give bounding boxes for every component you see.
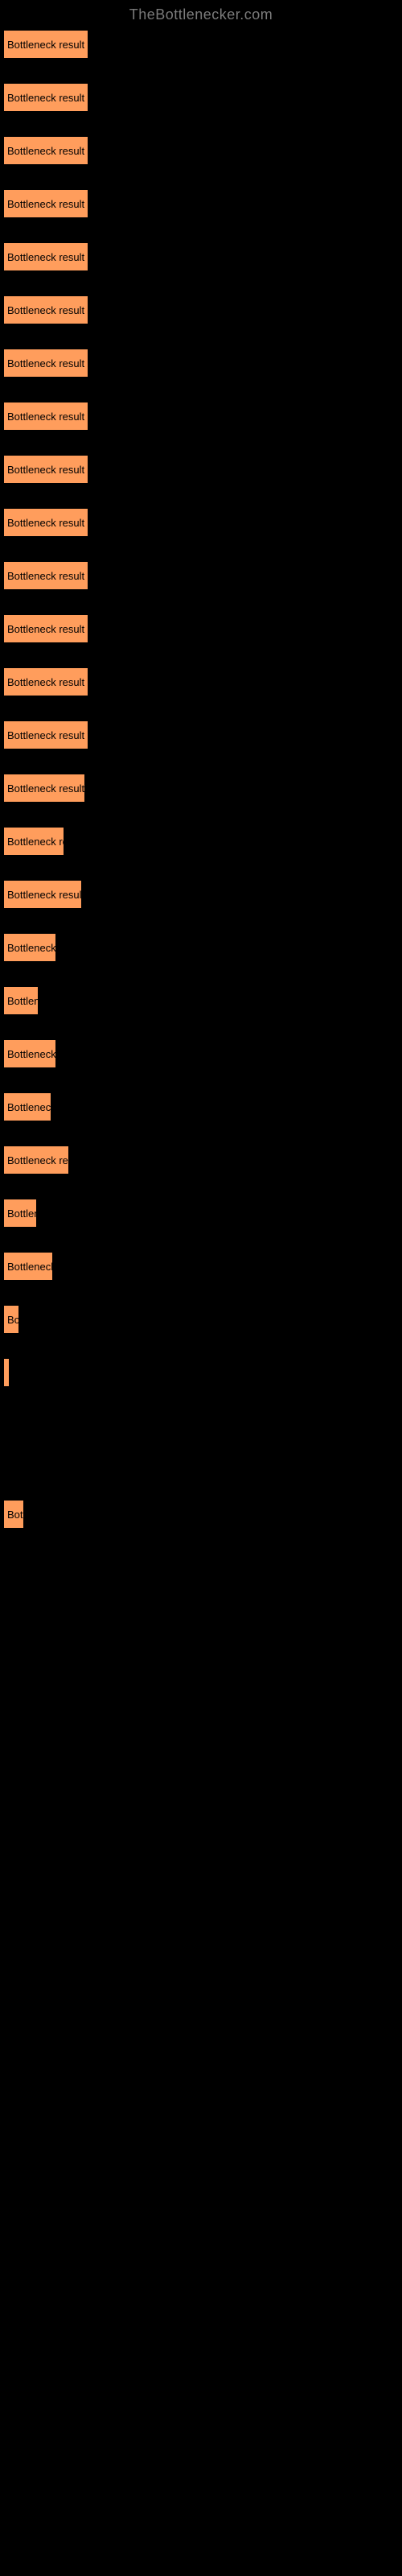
bar-row — [3, 1358, 399, 1387]
bar-row: Bottleneck result — [3, 455, 399, 484]
bar-row: Bottleneck result — [3, 1252, 399, 1281]
bar: Bottleneck result — [3, 83, 88, 112]
bar: Bottleneck result — [3, 295, 88, 324]
header-title: TheBottlenecker.com — [129, 6, 273, 23]
bar-row: Bottleneck result — [3, 295, 399, 324]
bar: Bottleneck result — [3, 561, 88, 590]
bar: Bottleneck result — [3, 402, 88, 431]
bar: Bottleneck result — [3, 30, 88, 59]
bar-row: Bottleneck result — [3, 880, 399, 909]
bar: Bottleneck result — [3, 455, 88, 484]
bar: Bottleneck result — [3, 349, 88, 378]
bar-row: Bottleneck result — [3, 1500, 399, 1529]
page-header: TheBottlenecker.com — [0, 0, 402, 30]
bar-row: Bottleneck result — [3, 83, 399, 112]
bar-row: Bottleneck result — [3, 561, 399, 590]
bar: Bottleneck result — [3, 189, 88, 218]
bar: Bottleneck result — [3, 880, 82, 909]
bar: Bottleneck result — [3, 1500, 24, 1529]
bar: Bottleneck result — [3, 720, 88, 749]
bar-row: Bottleneck result — [3, 349, 399, 378]
bar-row: Bottleneck result — [3, 1146, 399, 1174]
bar-row: Bottleneck result — [3, 1199, 399, 1228]
bar-row: Bottleneck result — [3, 242, 399, 271]
bar-row: Bottleneck result — [3, 508, 399, 537]
bar-row: Bottleneck result — [3, 402, 399, 431]
bar-row: Bottleneck result — [3, 614, 399, 643]
bar: Bottleneck result — [3, 986, 39, 1015]
bar: Bottleneck result — [3, 1039, 56, 1068]
bar: Bottleneck result — [3, 508, 88, 537]
bar: Bottleneck result — [3, 614, 88, 643]
bar: Bottleneck result — [3, 933, 56, 962]
bar: Bottleneck result — [3, 1252, 53, 1281]
bar: Bottleneck result — [3, 1305, 19, 1334]
bar-row: Bottleneck result — [3, 1305, 399, 1334]
bar-row: Bottleneck result — [3, 667, 399, 696]
bar: Bottleneck result — [3, 136, 88, 165]
bar: Bottleneck result — [3, 667, 88, 696]
bar: Bottleneck result — [3, 1199, 37, 1228]
bar — [3, 1358, 10, 1387]
chart-container: Bottleneck result Bottleneck result Bottle… — [0, 30, 402, 1529]
bar-row: Bottleneck result — [3, 1092, 399, 1121]
bar-row: Bottleneck result — [3, 827, 399, 856]
bar-row: Bottleneck result — [3, 774, 399, 803]
bar-row: Bottleneck result — [3, 1039, 399, 1068]
bar-row: Bottleneck result — [3, 136, 399, 165]
bar: Bottleneck result — [3, 1146, 69, 1174]
bar-row: Bottleneck result — [3, 933, 399, 962]
bar-row: Bottleneck result — [3, 986, 399, 1015]
bar-row: Bottleneck result — [3, 30, 399, 59]
bar: Bottleneck result — [3, 1092, 51, 1121]
bar: Bottleneck result — [3, 827, 64, 856]
bar: Bottleneck result — [3, 242, 88, 271]
bar: Bottleneck result — [3, 774, 85, 803]
bar-row: Bottleneck result — [3, 189, 399, 218]
bar-row: Bottleneck result — [3, 720, 399, 749]
